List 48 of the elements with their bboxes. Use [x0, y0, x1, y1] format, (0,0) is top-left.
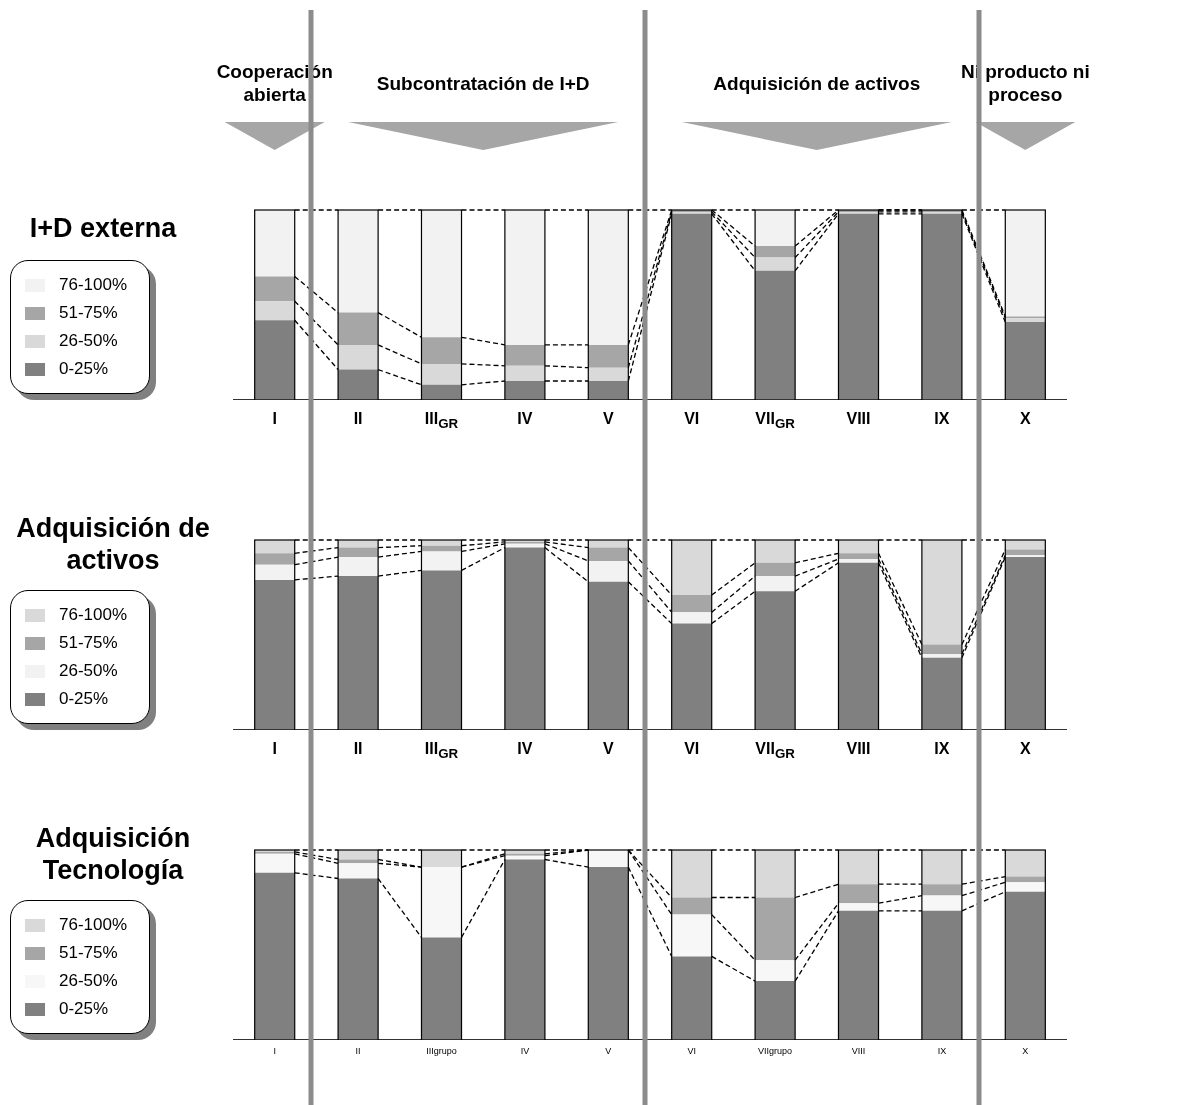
legend-label: 76-100% [59, 604, 128, 626]
x-tick-label: VIIgrupo [758, 1046, 793, 1056]
x-tick-label: X [1022, 1046, 1029, 1056]
x-tick-label: II [353, 410, 363, 428]
legend-label: 76-100% [59, 914, 128, 936]
x-tick-label: VI [684, 740, 700, 758]
legend-label: 51-75% [59, 632, 118, 654]
legend-label: 0-25% [59, 998, 109, 1020]
x-tick-label: I [273, 1046, 276, 1056]
x-tick-label: V [602, 410, 614, 428]
legend-label: 51-75% [59, 302, 118, 324]
legend-label: 51-75% [59, 942, 118, 964]
chart-title: Adquisición Tecnología [34, 822, 192, 886]
text: Cooperación abierta [215, 60, 334, 107]
legend-label: 26-50% [59, 660, 118, 682]
x-tick-label: VII$_{GR}$ [755, 410, 795, 432]
legend-label: 76-100% [59, 274, 128, 296]
x-tick-label: VI [687, 1046, 696, 1056]
x-tick-label: X [1019, 410, 1031, 428]
x-tick-label: IV [517, 410, 533, 428]
x-tick-label: VIII [851, 1046, 866, 1056]
x-tick-label: IIIgrupo [426, 1046, 457, 1056]
chart-title: I+D externa [28, 212, 178, 244]
x-tick-label: VI [684, 410, 700, 428]
legend-label: 0-25% [59, 358, 109, 380]
x-tick-label: V [602, 740, 614, 758]
x-tick-label: II [355, 1046, 361, 1056]
x-tick-label: IV [517, 740, 533, 758]
x-tick-label: II [353, 740, 363, 758]
x-tick-label: VII$_{GR}$ [755, 740, 795, 762]
x-tick-label: X [1019, 740, 1031, 758]
x-tick-label: I [272, 740, 277, 758]
x-tick-label: IV [520, 1046, 530, 1056]
legend-label: 26-50% [59, 330, 118, 352]
x-tick-label: V [605, 1046, 612, 1056]
text: Adquisición de activos [713, 72, 921, 94]
legend-label: 0-25% [59, 688, 109, 710]
x-tick-label: VIII [846, 410, 871, 428]
x-tick-label: III$_{GR}$ [424, 740, 459, 762]
text: Subcontratación de I+D [376, 72, 590, 94]
x-tick-label: I [272, 410, 277, 428]
x-tick-label: IX [937, 1046, 947, 1056]
x-tick-label: IX [934, 740, 950, 758]
x-tick-label: IX [934, 410, 950, 428]
chart-title: Adquisición de activos [15, 512, 211, 576]
legend-label: 26-50% [59, 970, 118, 992]
x-tick-label: III$_{GR}$ [424, 410, 459, 432]
x-tick-label: VIII [846, 740, 871, 758]
